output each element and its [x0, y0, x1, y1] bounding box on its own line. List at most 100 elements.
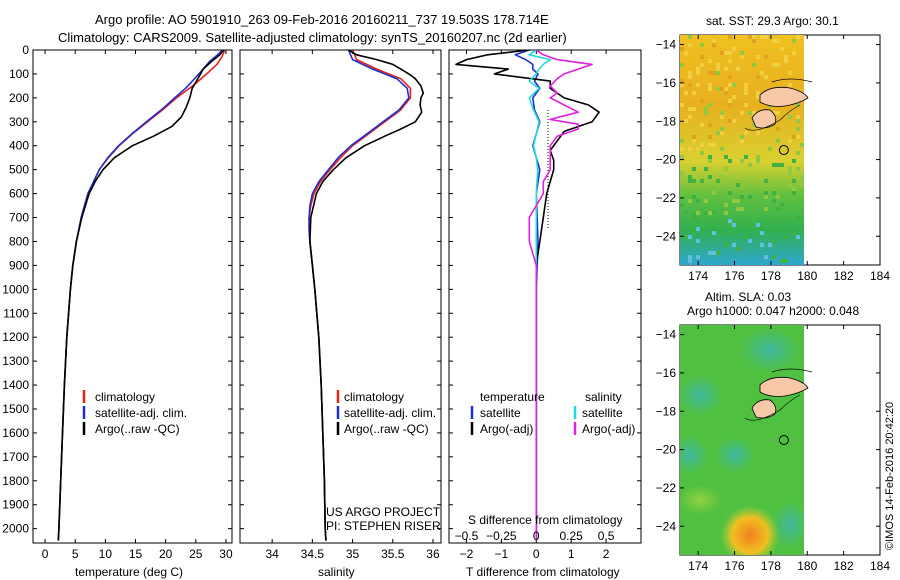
sst-pixel: [700, 151, 704, 155]
sst-pixel: [684, 91, 688, 95]
depth-tick-label: 800: [9, 234, 29, 248]
sst-pixel: [692, 195, 696, 199]
sst-pixel: [708, 135, 712, 139]
sst-pixel: [776, 195, 780, 199]
sst-pixel: [696, 239, 700, 243]
sst-pixel: [744, 83, 748, 87]
sst-pixel: [700, 143, 704, 147]
sst-pixel: [700, 43, 704, 47]
sst-pixel: [764, 255, 768, 259]
sst-pixel: [716, 179, 720, 183]
sst-pixel: [680, 79, 684, 83]
sst-pixel: [780, 47, 784, 51]
sst-pixel: [708, 123, 712, 127]
sst-map-axes: 174 176 178 180 182 184 −14 −16 −18 −20 −22 −24: [656, 35, 890, 283]
depth-tick-label: 1000: [2, 282, 29, 296]
sst-pixel: [800, 175, 804, 179]
x-tick-label: 1: [568, 547, 575, 561]
sst-pixel: [696, 199, 700, 203]
x-tick-label: 2: [603, 547, 610, 561]
lon-tick-label: 178: [761, 559, 781, 573]
project-credit: US ARGO PROJECT: [326, 505, 441, 519]
sst-pixel: [692, 135, 696, 139]
sst-pixel: [728, 119, 732, 123]
x-tick-label: 20: [159, 547, 173, 561]
sst-pixel: [740, 159, 744, 163]
lon-tick-label: 182: [834, 559, 854, 573]
sst-pixel: [688, 175, 692, 179]
sst-pixel: [764, 179, 768, 183]
sst-pixel: [740, 207, 744, 211]
sst-pixel: [732, 199, 736, 203]
sst-pixel: [796, 103, 800, 107]
sst-pixel: [796, 119, 800, 123]
sst-pixel: [700, 99, 704, 103]
sst-pixel: [780, 203, 784, 207]
sst-pixel: [712, 43, 716, 47]
header-line-1: Argo profile: AO 5901910_263 09-Feb-2016…: [95, 12, 549, 27]
sst-pixel: [784, 55, 788, 59]
lat-tick-label: −24: [656, 519, 677, 533]
sst-pixel: [704, 211, 708, 215]
salinity-axis-label: salinity: [318, 565, 355, 579]
sst-pixel: [756, 223, 760, 227]
sst-pixel: [792, 159, 796, 163]
sst-pixel: [744, 155, 748, 159]
sst-pixel: [724, 155, 728, 159]
sst-pixel: [772, 227, 776, 231]
sst-pixel: [740, 111, 744, 115]
sst-pixel: [772, 63, 776, 67]
sst-pixel: [716, 251, 720, 255]
depth-tick-label: 100: [9, 67, 29, 81]
sst-pixel: [684, 51, 688, 55]
sst-pixel: [772, 111, 776, 115]
depth-tick-label: 500: [9, 163, 29, 177]
s-tick-label: 0.5: [598, 529, 615, 543]
sst-pixel: [772, 39, 776, 43]
sst-pixel: [704, 111, 708, 115]
sst-pixel: [776, 63, 780, 67]
depth-tick-label: 1300: [2, 354, 29, 368]
sst-pixel: [688, 235, 692, 239]
lon-tick-label: 184: [870, 269, 890, 283]
sst-pixel: [728, 59, 732, 63]
sst-pixel: [732, 83, 736, 87]
lat-tick-label: −18: [656, 404, 677, 418]
sst-pixel: [792, 39, 796, 43]
sst-pixel: [740, 139, 744, 143]
sst-pixel: [680, 63, 684, 67]
lon-tick-label: 176: [725, 269, 745, 283]
sst-pixel: [724, 203, 728, 207]
sst-pixel: [752, 39, 756, 43]
depth-tick-label: 2000: [2, 522, 29, 536]
sst-pixel: [796, 215, 800, 219]
sst-pixel: [776, 207, 780, 211]
temperature-axis: 0 5 10 15 20 25 30: [42, 50, 233, 561]
sst-pixel: [796, 151, 800, 155]
series-line: [528, 50, 593, 541]
salinity-axis: 34 34.5 35 35.5 36: [265, 50, 440, 561]
series-line: [57, 50, 223, 541]
sst-pixel: [684, 119, 688, 123]
sst-pixel: [696, 255, 700, 259]
s-tick-label: 0: [533, 529, 540, 543]
sst-pixel: [776, 39, 780, 43]
sst-pixel: [788, 71, 792, 75]
lat-tick-label: −18: [656, 114, 677, 128]
sst-pixel: [756, 155, 760, 159]
depth-tick-label: 1400: [2, 378, 29, 392]
x-tick-label: 5: [72, 547, 79, 561]
sst-pixel: [788, 139, 792, 143]
s-tick-label: −0.5: [455, 529, 479, 543]
sst-pixel: [740, 55, 744, 59]
salinity-series: [308, 50, 425, 541]
fiji-islands-sla: [744, 368, 813, 421]
sst-pixel: [796, 115, 800, 119]
sst-pixel: [760, 231, 764, 235]
sst-pixel: [692, 91, 696, 95]
sst-pixel: [732, 243, 736, 247]
s-tick-label: 0.25: [560, 529, 584, 543]
sst-pixel: [796, 167, 800, 171]
sst-pixel: [788, 83, 792, 87]
